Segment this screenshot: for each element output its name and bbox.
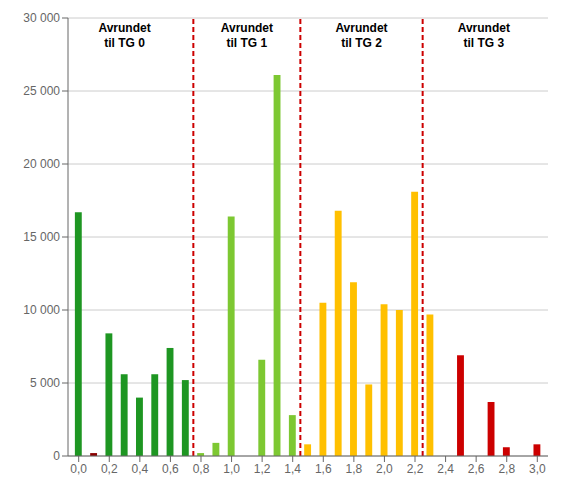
svg-text:10 000: 10 000 [23, 303, 60, 317]
svg-text:0,4: 0,4 [132, 462, 149, 476]
svg-text:20 000: 20 000 [23, 157, 60, 171]
svg-text:5 000: 5 000 [30, 376, 60, 390]
svg-text:Avrundettil TG 2: Avrundettil TG 2 [335, 21, 387, 50]
svg-text:0,2: 0,2 [101, 462, 118, 476]
svg-text:3,0: 3,0 [529, 462, 546, 476]
svg-text:2,6: 2,6 [468, 462, 485, 476]
svg-text:30 000: 30 000 [23, 11, 60, 25]
svg-text:0,6: 0,6 [162, 462, 179, 476]
svg-text:2,2: 2,2 [407, 462, 424, 476]
svg-text:1,2: 1,2 [254, 462, 271, 476]
svg-text:Avrundettil TG 3: Avrundettil TG 3 [458, 21, 510, 50]
svg-text:25 000: 25 000 [23, 84, 60, 98]
svg-text:2,0: 2,0 [376, 462, 393, 476]
svg-text:Avrundettil TG 1: Avrundettil TG 1 [221, 21, 273, 50]
svg-text:0,8: 0,8 [193, 462, 210, 476]
svg-text:1,8: 1,8 [346, 462, 363, 476]
svg-text:0: 0 [53, 449, 60, 463]
svg-text:2,8: 2,8 [498, 462, 515, 476]
svg-text:1,0: 1,0 [223, 462, 240, 476]
svg-text:15 000: 15 000 [23, 230, 60, 244]
svg-text:1,6: 1,6 [315, 462, 332, 476]
svg-text:0,0: 0,0 [70, 462, 87, 476]
svg-text:1,4: 1,4 [284, 462, 301, 476]
svg-text:Avrundettil TG 0: Avrundettil TG 0 [98, 21, 150, 50]
svg-text:2,4: 2,4 [437, 462, 454, 476]
